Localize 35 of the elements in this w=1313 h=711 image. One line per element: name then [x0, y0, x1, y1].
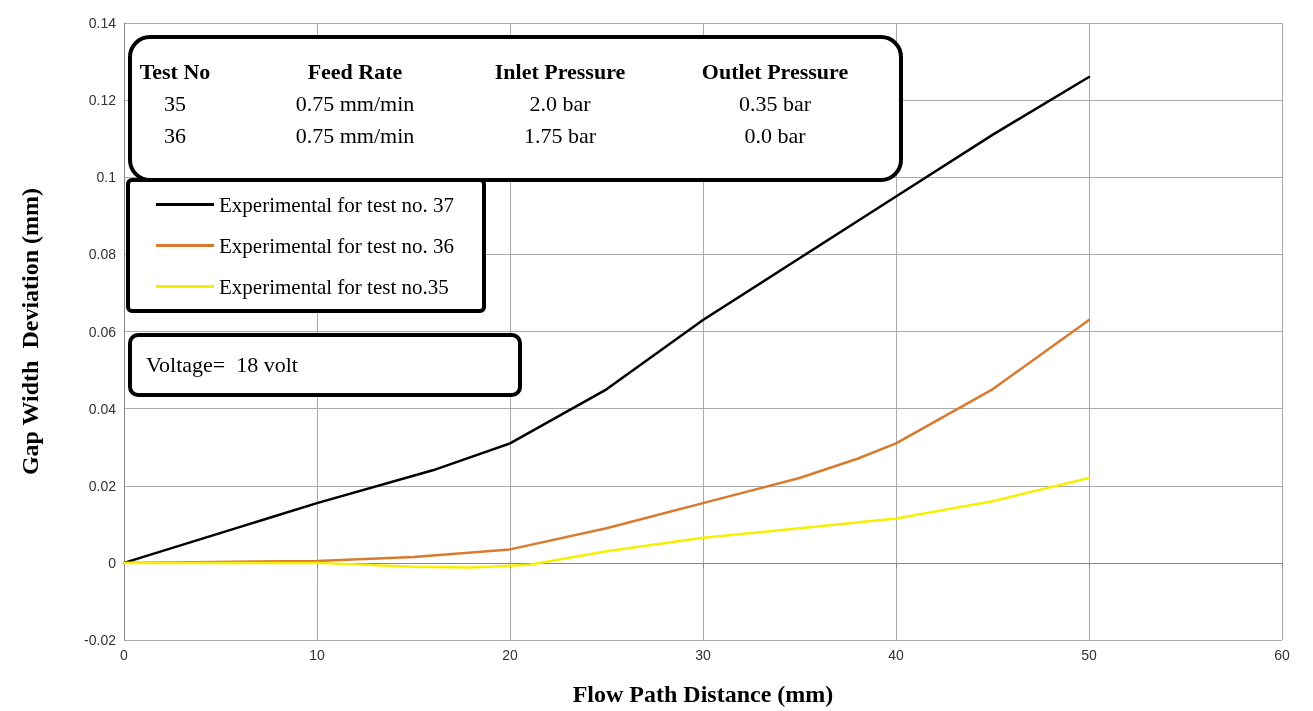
- y-tick-label: 0.06: [88, 323, 117, 340]
- x-axis-title: Flow Path Distance (mm): [572, 681, 834, 707]
- legend-label: Experimental for test no. 36: [219, 233, 455, 258]
- legend-label: Experimental for test no.35: [219, 274, 449, 299]
- y-axis-title: Gap Width Deviation (mm): [17, 187, 43, 476]
- x-tick-label: 40: [888, 647, 904, 663]
- y-tick-label: 0: [108, 554, 117, 571]
- x-tick-label: 10: [309, 647, 325, 663]
- annotation: 0.75 mm/min: [294, 91, 416, 117]
- y-tick-label: 0.14: [88, 15, 117, 31]
- y-tick-label: -0.02: [84, 632, 117, 648]
- annotation: 2.0 bar: [529, 91, 591, 116]
- y-tick-label: 0.1: [96, 169, 117, 186]
- annotation: Feed Rate: [307, 59, 403, 84]
- y-tick-label: 0.08: [88, 246, 117, 263]
- x-tick-label: 0: [120, 647, 129, 663]
- annotation: 0.75 mm/min: [294, 123, 416, 149]
- annotation: 0.0 bar: [743, 123, 807, 149]
- annotation: Outlet Pressure: [700, 59, 850, 85]
- annotation: 0.35 bar: [737, 91, 813, 117]
- annotation: Test No: [139, 59, 211, 84]
- x-tick-label: 60: [1274, 647, 1290, 663]
- annotation: 35: [164, 91, 186, 116]
- legend-label: Experimental for test no. 37: [219, 192, 455, 217]
- annotation: 36: [164, 123, 186, 148]
- annotation: Voltage= 18 volt: [146, 352, 298, 378]
- line-series: [122, 476, 1091, 569]
- y-tick-label: 0.04: [88, 400, 117, 417]
- x-tick-label: 50: [1081, 647, 1097, 663]
- x-tick-label: 20: [502, 647, 518, 663]
- x-tick-label: 30: [695, 647, 711, 663]
- y-tick-label: 0.12: [88, 92, 117, 109]
- annotation: 1.75 bar: [523, 123, 597, 148]
- y-tick-label: 0.02: [88, 477, 117, 494]
- annotation: Inlet Pressure: [494, 59, 626, 84]
